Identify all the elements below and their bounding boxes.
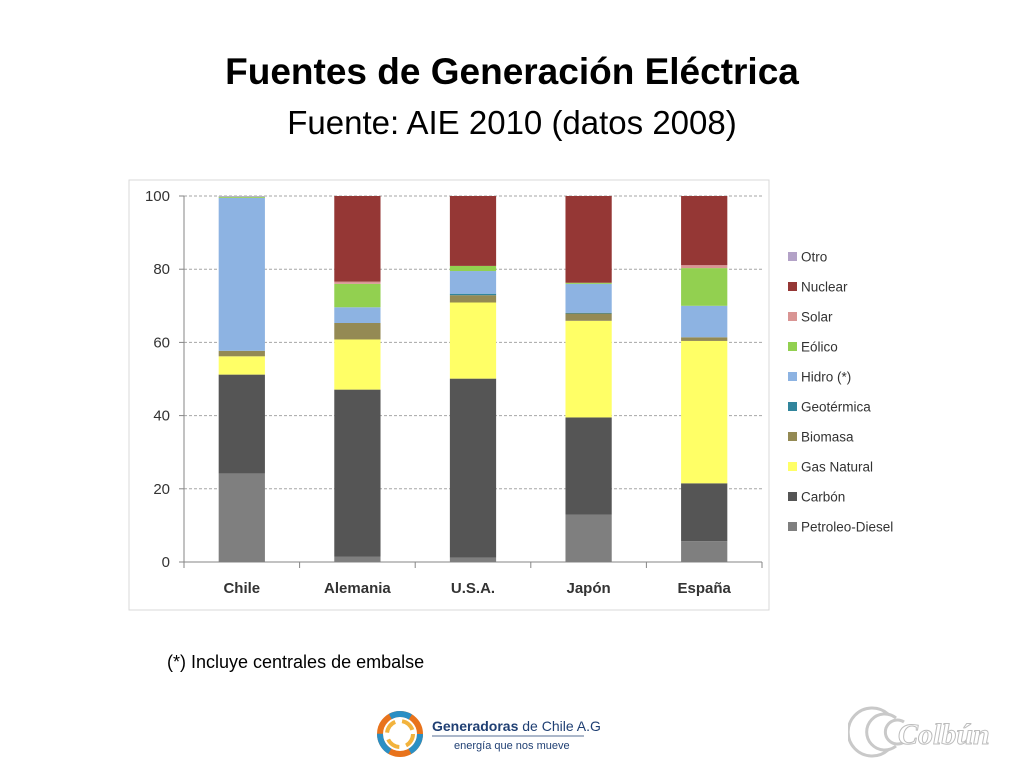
slide-subtitle: Fuente: AIE 2010 (datos 2008) [287, 104, 737, 141]
legend-swatch [788, 342, 797, 351]
legend-swatch [788, 522, 797, 531]
bar-segment [449, 557, 497, 562]
bar-segment [218, 196, 265, 198]
y-tick-label: 40 [153, 408, 170, 425]
bar-segment [218, 350, 265, 357]
slide-title: Fuentes de Generación Eléctrica [225, 51, 799, 92]
bar-segment [334, 556, 381, 562]
bars [218, 196, 728, 562]
bar-segment [218, 197, 265, 351]
x-category-label: Chile [223, 580, 260, 597]
bar-segment [681, 541, 728, 562]
legend-swatch [788, 432, 797, 441]
gridlines [184, 195, 762, 490]
legend-swatch [788, 462, 797, 471]
bar-segment [565, 312, 612, 314]
bar-segment [334, 196, 381, 282]
y-tick-label: 100 [145, 188, 170, 205]
bar-segment [565, 320, 612, 418]
bar-segment [449, 196, 497, 266]
legend-label: Carbón [801, 490, 845, 505]
x-category-labels: Chile Alemania U.S.A. Japón España [223, 580, 731, 597]
bar-segment [449, 295, 497, 303]
bar-segment [449, 302, 497, 379]
generadoras-emblem-icon [377, 711, 423, 757]
bar-segment [565, 283, 612, 313]
y-tick-label: 80 [153, 261, 170, 278]
colbun-logo: Colbún [848, 706, 990, 758]
bar-segment [565, 313, 612, 321]
generadoras-tagline: energía que nos mueve [454, 740, 570, 752]
legend-swatch [788, 282, 797, 291]
y-tick-label: 20 [153, 481, 170, 498]
bar-segment [681, 483, 728, 542]
legend-swatch [788, 372, 797, 381]
bar-segment [334, 389, 381, 557]
legend-label: Solar [801, 310, 833, 325]
bar-segment [565, 282, 612, 284]
legend-label: Geotérmica [801, 400, 871, 415]
bar-segment [449, 293, 497, 296]
bar-segment [334, 307, 381, 324]
x-category-label: U.S.A. [451, 580, 495, 597]
stacked-bar-chart: 0 20 40 60 80 100 Chile Alemania U.S.A. Japón Esp… [128, 179, 893, 611]
chart-area-border [128, 179, 770, 611]
legend-label: Otro [801, 250, 827, 265]
bar-segment [681, 268, 728, 306]
bar-segment [681, 265, 728, 269]
legend-swatch [788, 402, 797, 411]
generadoras-name-bold: Generadoras [432, 718, 519, 734]
bar-segment [334, 323, 381, 340]
bar-segment [681, 337, 728, 341]
bar-segment [681, 305, 728, 338]
bar-segment [334, 339, 381, 390]
bar-segment [218, 356, 265, 375]
bar-segment [681, 340, 728, 484]
legend-label: Biomasa [801, 430, 854, 445]
y-tick-labels: 0 20 40 60 80 100 [145, 188, 170, 571]
legend-swatch [788, 252, 797, 261]
bar-segment [449, 271, 497, 294]
legend-label: Gas Natural [801, 460, 873, 475]
bar-segment [565, 417, 612, 515]
bar-segment [565, 196, 612, 283]
bar-segment [218, 374, 265, 474]
generadoras-name-rest: de Chile A.G. [518, 718, 602, 734]
svg-text:Generadoras de Chile A.G.: Generadoras de Chile A.G. [432, 718, 602, 734]
bar-segment [449, 265, 497, 272]
x-category-label: Japón [567, 580, 611, 597]
colbun-wordmark: Colbún [898, 718, 990, 751]
legend-label: Eólico [801, 340, 838, 355]
bar-segment [681, 196, 728, 266]
bar-segment [218, 473, 265, 562]
legend-label: Hidro (*) [801, 370, 851, 385]
x-category-label: Alemania [324, 580, 391, 597]
legend-label: Nuclear [801, 280, 848, 295]
footnote: (*) Incluye centrales de embalse [167, 652, 425, 672]
legend-label: Petroleo-Diesel [801, 520, 893, 535]
colbun-swoosh-icon [848, 706, 905, 758]
bar-segment [334, 281, 381, 284]
generadoras-logo: Generadoras de Chile A.G. energía que no… [377, 711, 602, 757]
y-tick-label: 0 [162, 554, 170, 571]
y-tick-label: 60 [153, 334, 170, 351]
bar-segment [334, 283, 381, 308]
bar-segment [218, 196, 265, 197]
legend: Otro Nuclear Solar Eólico Hidro (*) Geotérmic… [788, 250, 893, 535]
bar-segment [449, 378, 497, 558]
legend-swatch [788, 312, 797, 321]
bar-segment [565, 514, 612, 562]
x-category-label: España [678, 580, 732, 597]
legend-swatch [788, 492, 797, 501]
